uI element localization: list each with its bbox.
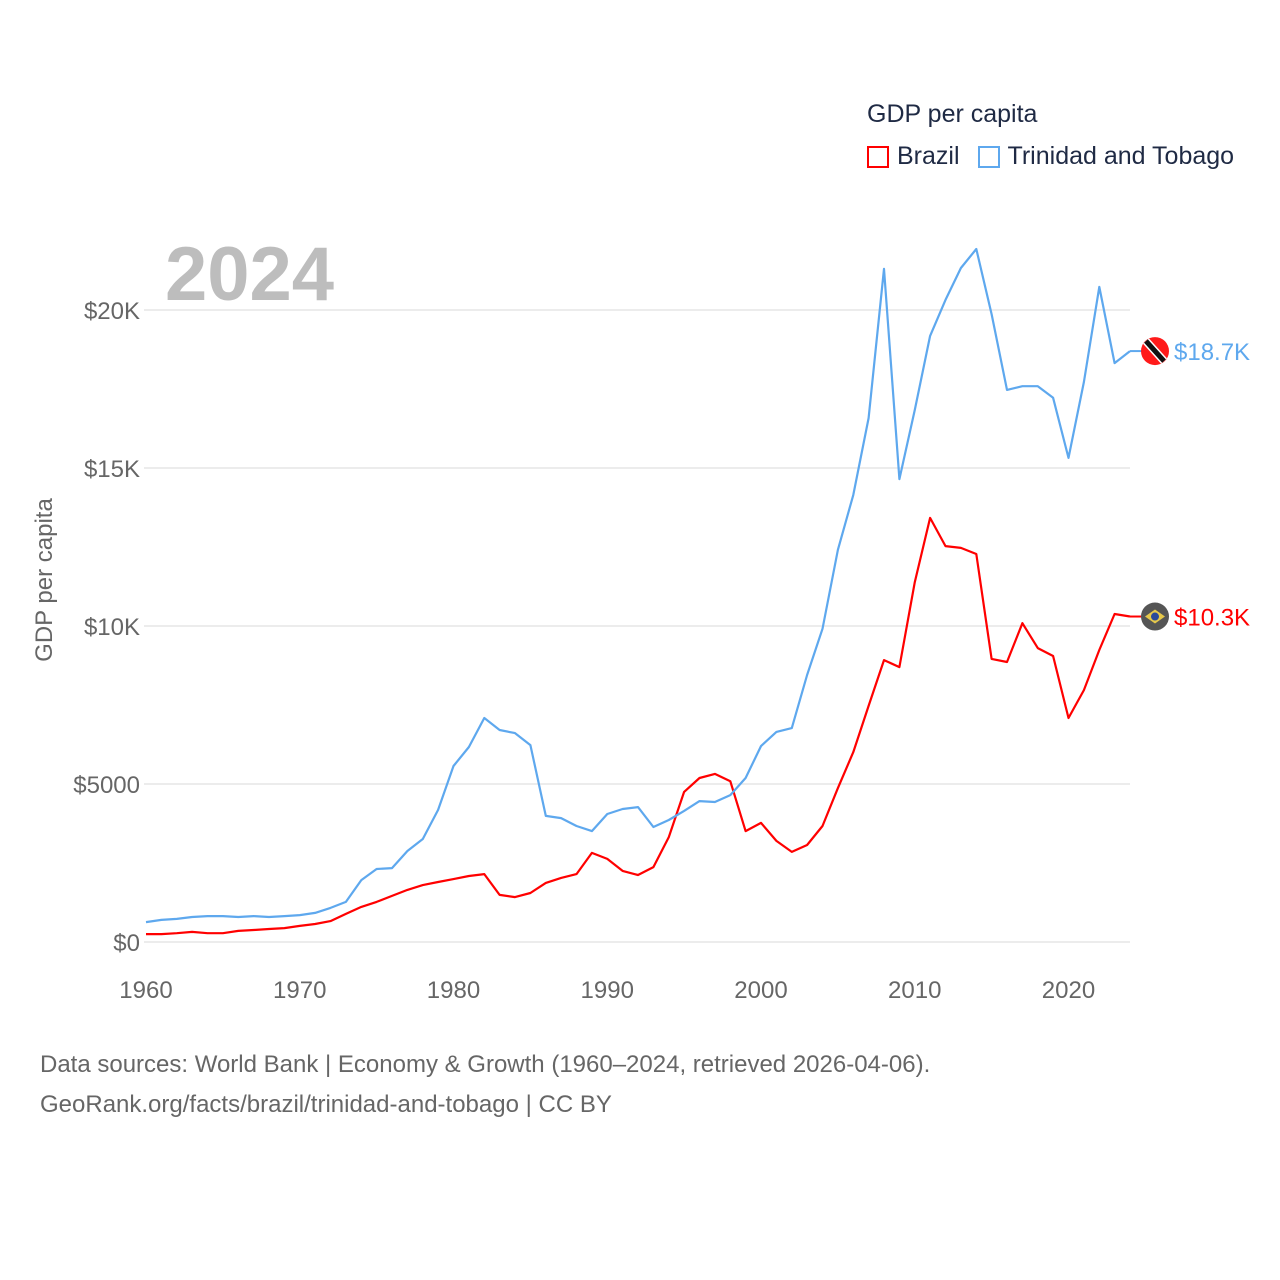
- y-tick-label: $5000: [73, 772, 140, 799]
- x-tick-label: 2000: [734, 977, 787, 1004]
- legend-item-brazil[interactable]: Brazil: [867, 142, 960, 171]
- year-label: 2024: [165, 232, 334, 317]
- legend-swatch-trinidad: [977, 145, 1000, 168]
- data-sources: Data sources: World Bank | Economy & Gro…: [40, 1051, 931, 1078]
- footer: Data sources: World Bank | Economy & Gro…: [40, 1045, 930, 1125]
- y-axis-label: GDP per capita: [31, 498, 58, 662]
- end-value-label: $18.7K: [1174, 339, 1250, 366]
- x-tick-label: 1970: [273, 977, 326, 1004]
- legend: Brazil Trinidad and Tobago: [867, 142, 1252, 171]
- x-tick-label: 2020: [1042, 977, 1095, 1004]
- x-tick-label: 1990: [581, 977, 634, 1004]
- legend-label: Brazil: [897, 142, 960, 170]
- series-line-brazil: [146, 516, 1131, 936]
- x-tick-label: 1980: [427, 977, 480, 1004]
- brazil-flag-globe: [1151, 612, 1159, 621]
- y-tick-label: $10K: [84, 614, 140, 641]
- x-tick-label: 1960: [119, 977, 172, 1004]
- x-tick-label: 2010: [888, 977, 941, 1004]
- y-tick-label: $20K: [84, 298, 140, 325]
- legend-title: GDP per capita: [867, 100, 1038, 128]
- trinidad-flag-stripe-black: [1144, 339, 1166, 363]
- legend-swatch-brazil: [867, 145, 889, 168]
- end-value-label: $10.3K: [1174, 605, 1250, 632]
- legend-item-trinidad[interactable]: Trinidad and Tobago: [977, 142, 1235, 171]
- y-tick-label: $15K: [84, 456, 140, 483]
- series-line-trinidad-and-tobago: [145, 247, 1131, 924]
- source-link[interactable]: GeoRank.org/facts/brazil/trinidad-and-to…: [40, 1091, 612, 1118]
- legend-label: Trinidad and Tobago: [1007, 142, 1235, 170]
- y-tick-label: $0: [113, 930, 140, 957]
